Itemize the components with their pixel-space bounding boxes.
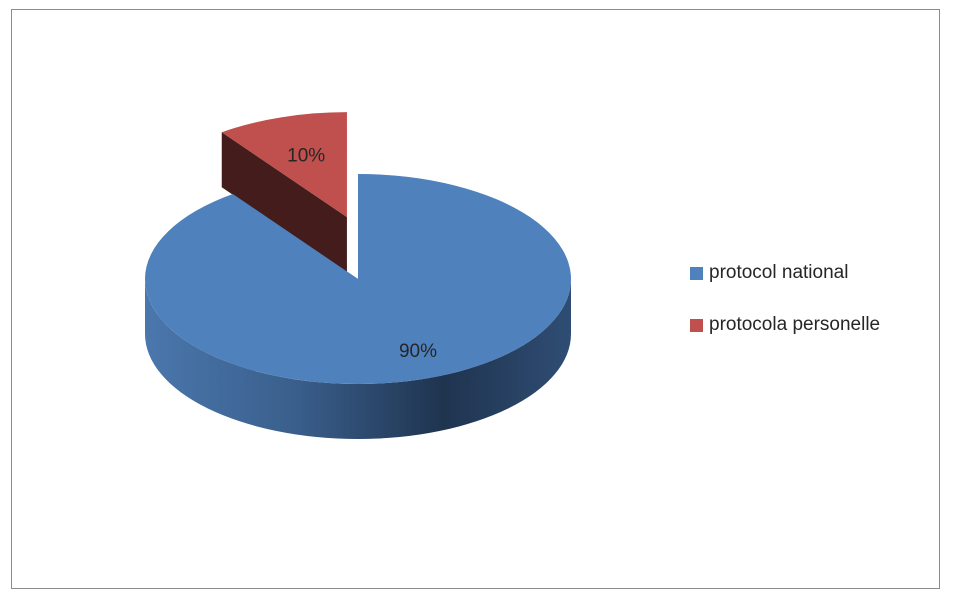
pie-side-protocol-national: [145, 279, 571, 439]
pie-wall-protocola-personelle-0: [221, 132, 347, 273]
legend-item-protocola-personelle: protocola personelle: [690, 310, 880, 340]
pie-slice-protocol-national: [145, 174, 572, 385]
data-label-protocola-personelle: 10%: [287, 145, 325, 166]
legend-swatch-protocola-personelle: [690, 318, 703, 332]
data-label-protocol-national: 90%: [399, 341, 437, 362]
legend: protocol national protocola personelle: [690, 258, 880, 362]
legend-label-protocola-personelle: protocola personelle: [709, 314, 881, 335]
legend-label-protocol-national: protocol national: [709, 262, 849, 283]
pie-slice-protocola-personelle: [221, 112, 347, 218]
legend-swatch-protocol-national: [690, 266, 703, 280]
legend-item-protocol-national: protocol national: [690, 258, 880, 288]
